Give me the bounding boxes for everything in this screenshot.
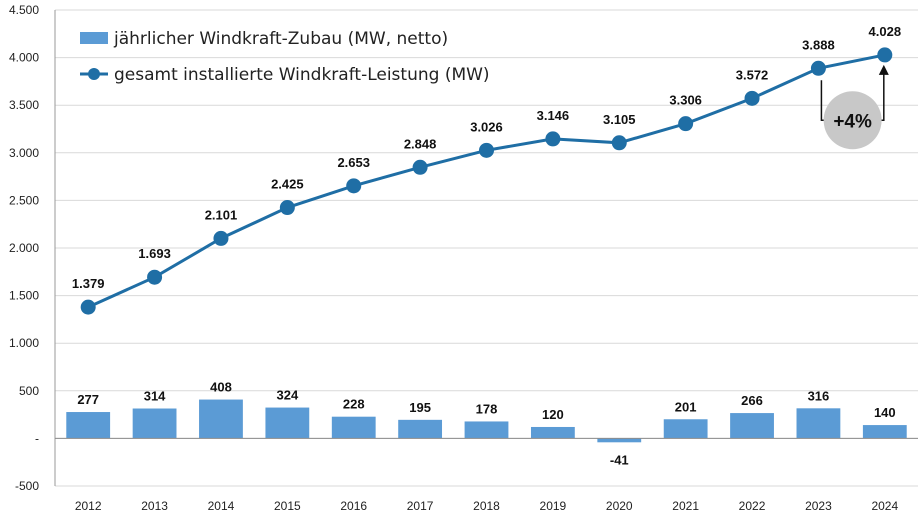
- bar-value-label: 140: [874, 405, 896, 420]
- bar: [530, 426, 575, 439]
- legend-bar-label: jährlicher Windkraft-Zubau (MW, netto): [113, 29, 448, 49]
- y-tick-label: 2.500: [9, 193, 39, 207]
- bar-value-label: 178: [476, 401, 498, 416]
- x-tick-label: 2014: [208, 499, 235, 513]
- bar-value-label: 120: [542, 407, 564, 422]
- line-point: [213, 230, 229, 246]
- x-tick-label: 2013: [141, 499, 168, 513]
- x-tick-label: 2017: [407, 499, 434, 513]
- line-point: [678, 116, 694, 132]
- line-value-label: 2.653: [337, 155, 370, 170]
- annotation-badge-label: +4%: [833, 111, 872, 132]
- line-value-label: 2.848: [404, 136, 437, 151]
- line-value-label: 4.028: [869, 24, 902, 39]
- bar-value-label: 266: [741, 393, 763, 408]
- growth-annotation: +4%: [820, 64, 889, 150]
- bar: [199, 399, 243, 439]
- line-value-label: 3.026: [470, 119, 503, 134]
- bar: [730, 413, 774, 439]
- y-tick-label: 4.500: [9, 3, 39, 17]
- bar: [331, 416, 376, 439]
- x-tick-label: 2016: [340, 499, 367, 513]
- y-tick-label: 3.500: [9, 98, 39, 112]
- legend-line-marker: [88, 68, 100, 80]
- bar-value-label: 314: [144, 389, 166, 404]
- line-point: [279, 200, 295, 216]
- annotation-arrowhead: [878, 64, 889, 75]
- line-value-label: 2.425: [271, 177, 304, 192]
- bar-value-label: 228: [343, 397, 365, 412]
- line-value-label: 3.146: [537, 108, 570, 123]
- y-tick-label: 1.500: [9, 289, 39, 303]
- bar: [464, 421, 509, 439]
- bar-value-label: 277: [77, 392, 99, 407]
- bar: [862, 425, 907, 439]
- line-value-label: 2.101: [205, 207, 238, 222]
- bar-value-label: 324: [276, 388, 298, 403]
- line-value-label: 3.888: [802, 37, 835, 52]
- line-series: 1.379 1.693 2.101 2.425 2.653 2.848 3.026 3.146…: [72, 24, 901, 315]
- y-tick-label: 1.000: [9, 336, 39, 350]
- line-value-label: 3.306: [669, 93, 702, 108]
- line-point: [744, 90, 760, 106]
- line-point: [412, 159, 428, 175]
- x-tick-label: 2015: [274, 499, 301, 513]
- line-point: [479, 142, 494, 158]
- bar-value-label: 201: [675, 399, 697, 414]
- x-tick-label: 2022: [739, 499, 766, 513]
- y-tick-label: 2.000: [9, 241, 39, 255]
- legend-line-label: gesamt installierte Windkraft-Leistung (…: [114, 65, 490, 85]
- x-tick-label: 2020: [606, 499, 633, 513]
- line-point: [545, 131, 561, 147]
- bar-value-label: 195: [409, 400, 431, 415]
- y-tick-label: -500: [15, 479, 39, 493]
- x-tick-label: 2023: [805, 499, 832, 513]
- bar: [663, 419, 708, 439]
- x-axis-ticks: 2012 2013 2014 2015 2016 2017 2018 2019 2020 2021…: [75, 499, 899, 513]
- line-point: [80, 299, 96, 315]
- bar-value-label: 316: [808, 388, 830, 403]
- bar: [398, 419, 443, 439]
- legend-bar-swatch: [80, 32, 108, 44]
- line-point: [810, 60, 826, 76]
- x-tick-label: 2018: [473, 499, 500, 513]
- bar: [597, 438, 642, 443]
- x-tick-label: 2021: [672, 499, 699, 513]
- bar-series: 277 314 408 324 228 195 178 120 -41 201 266 316 140: [66, 380, 907, 467]
- bar: [265, 407, 310, 439]
- line-point: [147, 269, 163, 285]
- line-value-label: 1.379: [72, 276, 105, 291]
- y-tick-label: -: [35, 431, 39, 445]
- bar-value-label: -41: [610, 452, 629, 467]
- line-point: [611, 135, 627, 151]
- line-value-label: 1.693: [138, 246, 171, 261]
- y-tick-label: 3.000: [9, 146, 39, 160]
- line-value-label: 3.105: [603, 112, 636, 127]
- y-axis-ticks: -500-5001.0001.5002.0002.5003.0003.5004.…: [9, 3, 39, 493]
- line-point: [877, 47, 893, 63]
- bar: [796, 408, 841, 439]
- x-tick-label: 2019: [540, 499, 567, 513]
- bar: [66, 412, 111, 439]
- x-tick-label: 2012: [75, 499, 102, 513]
- x-tick-label: 2024: [871, 499, 898, 513]
- line-point: [346, 178, 362, 194]
- y-tick-label: 4.000: [9, 51, 39, 65]
- y-tick-label: 500: [19, 384, 39, 398]
- bar: [132, 408, 177, 439]
- line-path: [87, 53, 886, 309]
- bar-value-label: 408: [210, 380, 232, 395]
- legend: jährlicher Windkraft-Zubau (MW, netto) g…: [80, 29, 490, 85]
- line-value-label: 3.572: [736, 67, 769, 82]
- annotation-badge: [823, 91, 882, 150]
